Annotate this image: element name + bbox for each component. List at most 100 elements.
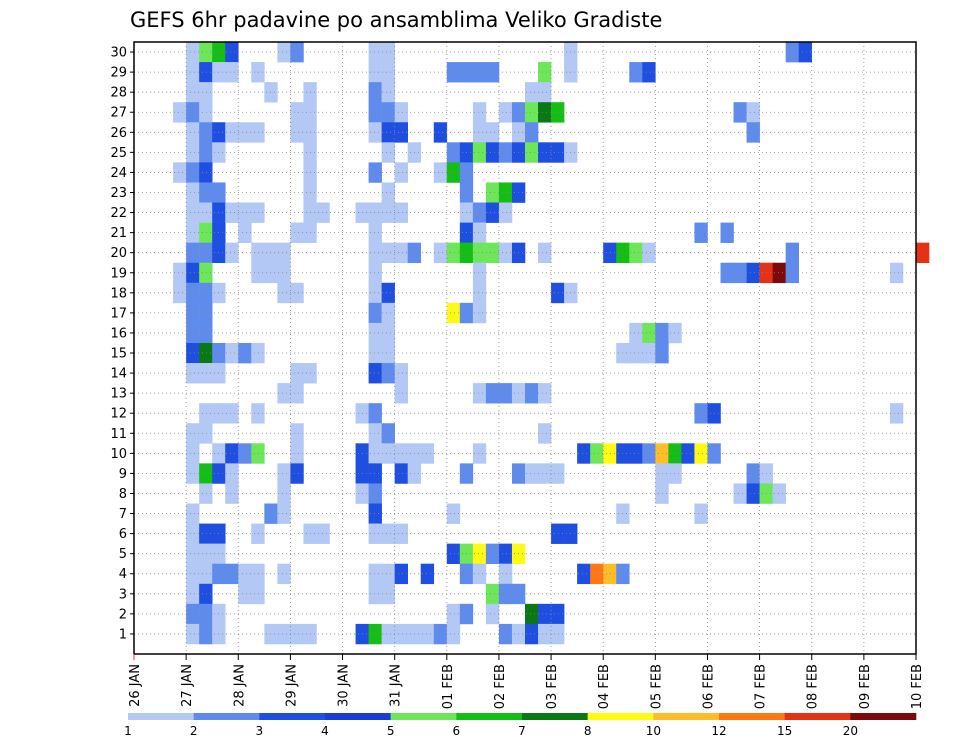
heatmap-cell [186,563,200,585]
heatmap-cell [277,262,291,284]
heatmap-cell [433,122,448,143]
x-tick-label: 07 FEB [754,664,769,709]
heatmap-cell [655,443,669,464]
heatmap-cell [655,342,669,364]
legend-swatch [784,713,851,720]
heatmap-cell [394,162,408,183]
heatmap-cell [277,463,291,484]
heatmap-cell [498,543,513,565]
y-axis: 1234567891011121314151617181920212223242… [110,46,134,642]
heatmap-cell [199,623,213,645]
y-tick-label: 20 [110,246,127,261]
heatmap-cell [590,563,604,585]
heatmap-cell [186,463,200,484]
heatmap-cell [186,102,200,123]
heatmap-cell [538,82,552,103]
heatmap-cell [186,423,200,444]
heatmap-cell [629,62,643,83]
heatmap-cell [251,242,265,264]
heatmap-cell [199,262,213,284]
heatmap-cell [368,463,382,484]
heatmap-cell [538,142,552,163]
y-tick-label: 15 [110,347,127,362]
heatmap-cell [446,623,461,645]
heatmap-cell [186,82,200,103]
heatmap-cell [381,623,395,645]
heatmap-cell [199,583,213,605]
heatmap-cell [394,363,408,384]
y-tick-label: 29 [110,66,127,81]
heatmap-cell [173,102,187,123]
heatmap-cell [642,62,656,83]
heatmap-cell [433,623,448,645]
heatmap-cell [186,242,200,264]
heatmap-cell [525,383,539,404]
heatmap-cell [368,202,382,223]
heatmap-cell [785,262,799,284]
legend-swatch [522,713,588,720]
heatmap-cell [603,563,617,585]
heatmap-cell [186,122,200,143]
heatmap-cell [642,322,656,344]
heatmap-cell [199,222,213,243]
heatmap-cell [525,122,539,143]
heatmap-cell [290,383,304,404]
heatmap-cell [538,423,552,444]
heatmap-cell [277,383,291,404]
heatmap-cell [889,262,904,284]
heatmap-cells [173,42,930,645]
heatmap-cell [394,383,408,404]
heatmap-cell [381,102,395,123]
heatmap-cell [446,543,461,565]
heatmap-cell [368,523,382,544]
heatmap-cell [199,603,213,625]
heatmap-cell [368,342,382,364]
y-tick-label: 14 [110,367,127,382]
legend-swatch [587,713,654,720]
heatmap-cell [199,162,213,183]
heatmap-cell [551,102,565,123]
heatmap-cell [368,583,382,605]
heatmap-cell [472,202,487,223]
heatmap-cell [472,443,487,464]
legend-label: 5 [387,724,395,738]
heatmap-cell [381,443,395,464]
heatmap-cell [186,443,200,464]
heatmap-cell [381,82,395,103]
legend-label: 12 [711,724,726,738]
y-tick-label: 11 [110,427,127,442]
heatmap-cell [889,403,904,424]
legend-swatch [193,713,260,720]
legend-label: 7 [518,724,526,738]
heatmap-cell [238,122,252,143]
y-tick-label: 9 [119,467,127,482]
heatmap-cell [485,543,500,565]
heatmap-cell [603,443,617,464]
heatmap-cell [199,322,213,344]
heatmap-cell [251,443,265,464]
heatmap-cell [368,222,382,243]
heatmap-cell [381,342,395,364]
heatmap-cell [394,443,408,464]
heatmap-cell [381,142,395,163]
heatmap-cell [472,543,487,565]
legend-swatch [850,713,917,720]
heatmap-cell [694,503,708,524]
y-tick-label: 8 [119,487,127,502]
heatmap-cell [590,443,604,464]
y-tick-label: 3 [119,587,127,602]
heatmap-cell [186,523,200,544]
y-tick-label: 4 [119,567,127,582]
heatmap-cell [368,122,382,143]
heatmap-cell [368,282,382,304]
heatmap-cell [498,142,513,163]
heatmap-cell [485,603,500,625]
heatmap-cell [668,443,682,464]
legend-label: 3 [256,724,264,738]
heatmap-cell [199,302,213,324]
y-tick-label: 6 [119,527,127,542]
heatmap-cell [629,443,643,464]
y-tick-label: 26 [110,126,127,141]
heatmap-cell [394,122,408,143]
heatmap-cell [186,322,200,344]
